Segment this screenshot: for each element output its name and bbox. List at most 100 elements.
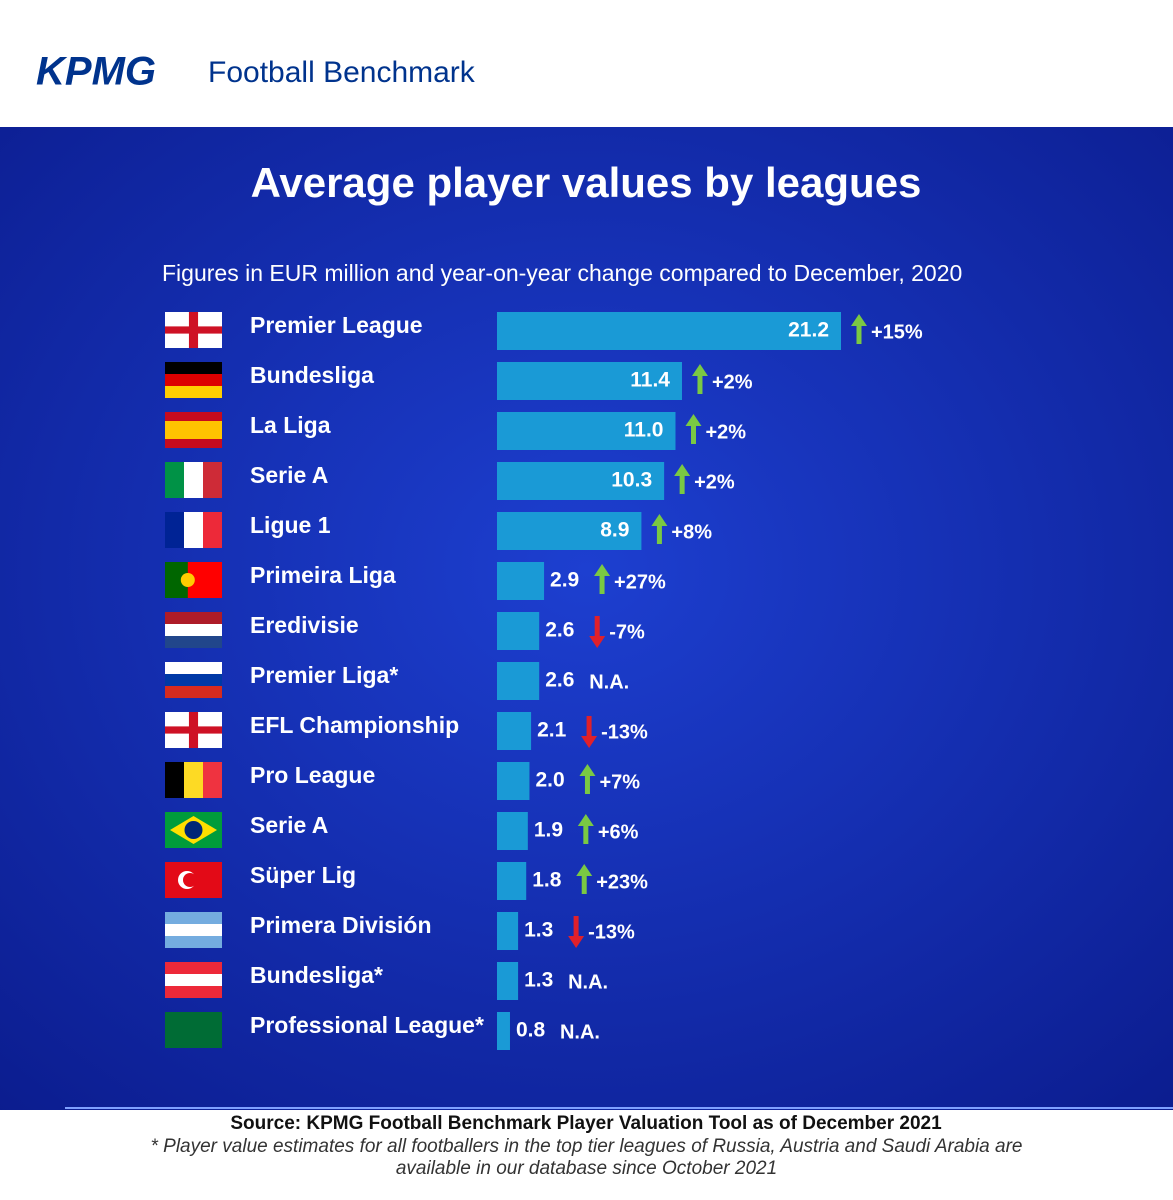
change-label: +27% <box>614 571 666 593</box>
flag <box>183 873 197 887</box>
chart-title: Average player values by leagues <box>251 159 922 206</box>
value-label: 0.8 <box>516 1019 546 1042</box>
arrow <box>690 424 696 444</box>
flag <box>165 1012 222 1048</box>
arrow <box>581 736 598 748</box>
flag <box>165 662 222 674</box>
value-label: 2.6 <box>545 669 574 692</box>
category-label: Premier League <box>250 312 423 338</box>
arrow <box>586 716 592 736</box>
bar <box>497 662 540 700</box>
arrow <box>584 774 590 794</box>
flag <box>203 762 222 798</box>
flag <box>165 421 222 439</box>
bar <box>497 912 519 950</box>
arrow <box>697 374 703 394</box>
value-label: 1.8 <box>532 869 562 892</box>
brand: Football Benchmark <box>208 56 476 89</box>
bar <box>497 462 665 500</box>
flag <box>180 573 195 587</box>
arrow <box>674 464 691 476</box>
value-label: 2.0 <box>535 769 564 792</box>
change-label: -7% <box>609 621 645 643</box>
value-label: 2.9 <box>550 569 579 592</box>
flag <box>165 936 222 948</box>
flag <box>165 374 222 386</box>
value-label: 2.6 <box>545 619 574 642</box>
change-label: +15% <box>871 321 923 343</box>
arrow <box>651 514 668 526</box>
change-label: +6% <box>598 821 639 843</box>
flag <box>165 762 184 798</box>
category-label: Professional League* <box>250 1012 484 1038</box>
flag <box>165 512 184 548</box>
arrow <box>576 864 593 876</box>
flag <box>165 612 222 624</box>
category-label: Eredivisie <box>250 612 359 638</box>
change-label: +8% <box>671 521 712 543</box>
flag <box>203 462 222 498</box>
flag <box>184 762 203 798</box>
subtitle: Figures in EUR million and year-on-year … <box>162 260 962 286</box>
bar <box>497 712 532 750</box>
value-label: 11.0 <box>624 419 664 442</box>
flag <box>165 386 222 398</box>
source: Source: KPMG Football Benchmark Player V… <box>230 1113 942 1134</box>
arrow <box>856 324 862 344</box>
arrow <box>577 814 594 826</box>
flag <box>165 674 222 686</box>
bar <box>497 512 642 550</box>
flag <box>184 821 203 839</box>
arrow <box>581 874 587 894</box>
footnote: * Player value estimates for all footbal… <box>150 1136 1023 1179</box>
bar <box>497 612 540 650</box>
value-label: 11.4 <box>630 369 670 392</box>
category-label: Ligue 1 <box>250 512 331 538</box>
change-label: +2% <box>712 371 753 393</box>
change-label: N.A. <box>589 671 629 693</box>
category-label: Pro League <box>250 762 375 788</box>
flag <box>165 624 222 636</box>
value-label: 1.3 <box>524 919 553 942</box>
change-label: +2% <box>705 421 746 443</box>
flag <box>165 726 222 734</box>
flag <box>165 986 222 998</box>
arrow <box>656 524 662 544</box>
value-label: 1.3 <box>524 969 553 992</box>
change-label: +2% <box>694 471 735 493</box>
arrow <box>589 636 606 648</box>
flag <box>184 462 203 498</box>
change-label: +7% <box>599 771 640 793</box>
flag <box>184 512 203 548</box>
flag <box>203 512 222 548</box>
flag <box>165 362 222 374</box>
change-label: N.A. <box>560 1021 600 1043</box>
value-label: 2.1 <box>537 719 567 742</box>
bar <box>497 412 676 450</box>
category-label: Serie A <box>250 812 328 838</box>
category-label: La Liga <box>250 412 331 438</box>
bar <box>497 962 519 1000</box>
category-label: Serie A <box>250 462 328 488</box>
arrow <box>691 364 708 376</box>
bar <box>497 362 682 400</box>
bar <box>497 762 530 800</box>
value-label: 21.2 <box>788 319 829 342</box>
flag <box>165 462 184 498</box>
arrow <box>568 936 585 948</box>
flag <box>165 962 222 974</box>
value-label: 1.9 <box>534 819 563 842</box>
category-label: Bundesliga* <box>250 962 383 988</box>
value-label: 10.3 <box>611 469 652 492</box>
flag <box>165 686 222 698</box>
category-label: Süper Lig <box>250 862 356 888</box>
logo: KPMG <box>36 50 156 94</box>
arrow <box>594 564 611 576</box>
arrow <box>573 916 579 936</box>
bar <box>497 312 841 350</box>
category-label: Premier Liga* <box>250 662 398 688</box>
change-label: -13% <box>601 721 648 743</box>
arrow <box>679 474 685 494</box>
arrow <box>579 764 596 776</box>
